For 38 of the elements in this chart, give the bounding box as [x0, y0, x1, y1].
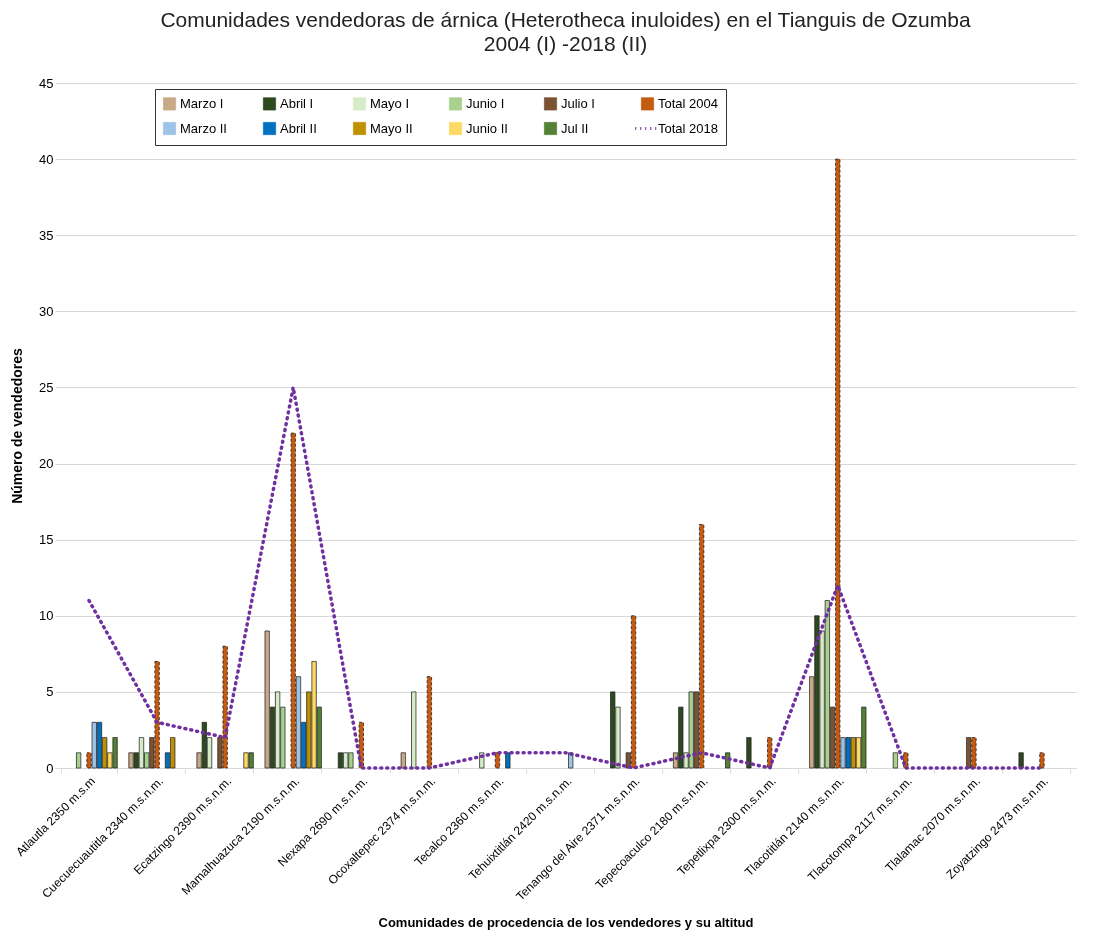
legend-label: Jul II	[561, 120, 589, 136]
legend-label: Abril I	[280, 95, 314, 111]
bar	[426, 676, 432, 769]
legend-label: Mayo II	[370, 120, 413, 136]
bar	[494, 752, 501, 769]
bar	[1039, 752, 1045, 769]
legend-label: Marzo II	[180, 120, 227, 136]
y-tick-label: 40	[39, 151, 54, 167]
bar	[400, 752, 406, 769]
bar	[411, 691, 417, 769]
bar	[76, 752, 82, 769]
legend-label: Junio I	[466, 95, 505, 111]
bar	[892, 752, 899, 769]
chart-subtitle: 2004 (I) -2018 (II)	[483, 32, 648, 55]
y-axis-title: Número de vendedores	[9, 347, 26, 504]
y-tick-label: 5	[46, 684, 54, 700]
line-series	[87, 385, 1044, 770]
legend-label: Abril II	[280, 120, 317, 136]
y-tick-label: 25	[39, 379, 54, 395]
bar	[505, 752, 511, 769]
y-tick-label: 45	[39, 75, 54, 91]
y-tick-label: 15	[39, 532, 54, 548]
bar	[337, 752, 344, 769]
y-tick-label: 35	[39, 227, 54, 243]
y-tick-label: 30	[39, 303, 54, 319]
y-tick-label: 10	[39, 608, 54, 624]
legend-label: Total 2004	[658, 95, 718, 111]
legend-label: Marzo I	[180, 95, 224, 111]
legend-label: Total 2018	[658, 120, 718, 136]
x-axis-title: Comunidades de procedencia de los vendedores y su altitud	[378, 915, 754, 931]
legend-label: Mayo I	[370, 95, 410, 111]
y-tick-label: 20	[39, 456, 54, 472]
chart-title: Comunidades vendedoras de árnica (Heterotheca inuloides) en el Tianguis de Ozumba	[160, 8, 971, 31]
y-tick-label: 0	[46, 760, 54, 776]
legend-label: Junio II	[466, 120, 508, 136]
legend-label: Julio I	[561, 95, 595, 111]
bar	[1018, 752, 1024, 769]
bar	[746, 737, 752, 769]
